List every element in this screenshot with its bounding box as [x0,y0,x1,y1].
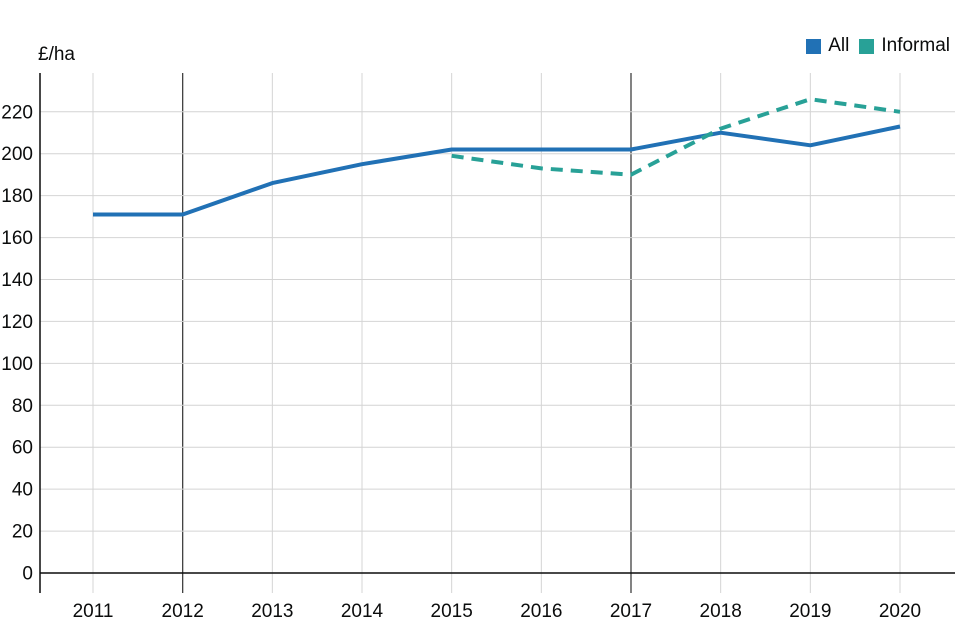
x-tick-label: 2014 [341,601,384,622]
chart-legend: All Informal [806,35,950,57]
y-tick-label: 80 [12,396,33,417]
informal-series-line [451,97,901,177]
x-tick-label: 2019 [789,601,831,622]
y-tick-label: 0 [22,564,33,585]
y-tick-label: 140 [1,270,33,291]
y-tick-label: 160 [1,228,33,249]
all-series-swatch-icon [806,38,822,54]
x-tick-label: 2011 [73,601,114,622]
all-series-line [93,124,901,217]
x-tick-label: 2016 [520,601,562,622]
x-tick-label: 2012 [162,601,204,622]
informal-series-swatch-icon [859,38,875,54]
x-tick-label: 2013 [251,601,293,622]
x-tick-label: 2015 [431,601,473,622]
y-tick-label: 40 [12,480,33,501]
x-tick-label: 2018 [700,601,742,622]
y-tick-label: 60 [12,438,33,459]
y-tick-label: 120 [1,312,33,333]
x-tick-label: 2017 [610,601,652,622]
x-tick-label: 2020 [879,601,921,622]
y-tick-label: 180 [1,186,33,207]
legend-label-informal: Informal [881,35,950,56]
y-tick-label: 100 [1,354,33,375]
y-tick-label: 20 [12,522,33,543]
y-tick-label: 200 [1,144,33,165]
legend-item-all: All [806,35,849,57]
legend-label-all: All [828,35,850,56]
y-tick-label: 220 [1,102,33,123]
y-axis-unit-label: £/ha [38,44,75,65]
legend-item-informal: Informal [859,35,950,57]
